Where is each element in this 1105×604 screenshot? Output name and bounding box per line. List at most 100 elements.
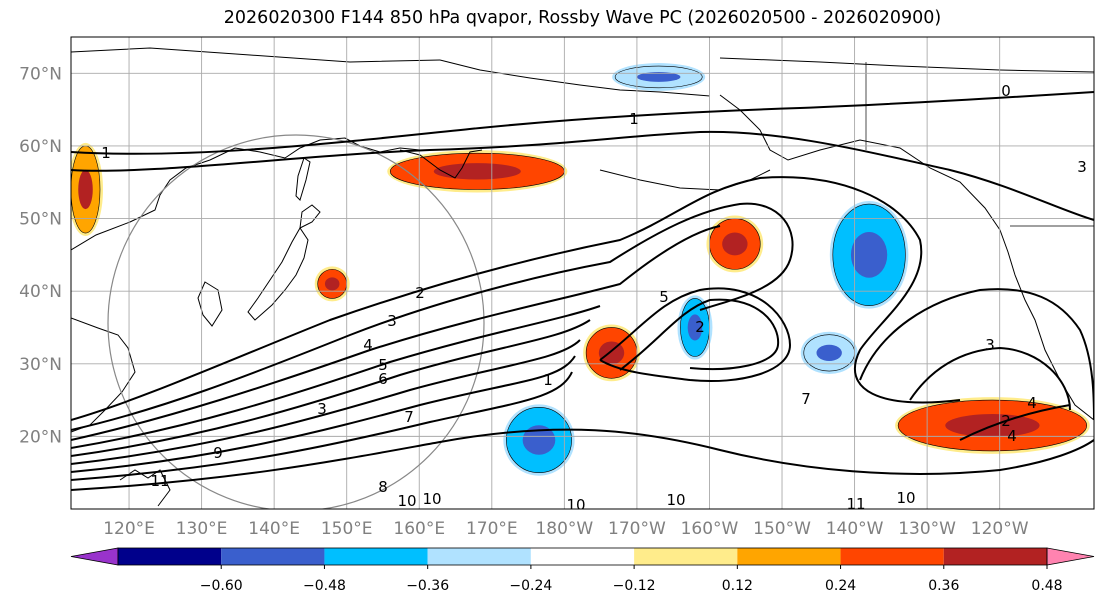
contour-label: 2 bbox=[695, 318, 705, 336]
coastline-hokkaido bbox=[299, 204, 321, 229]
contour-label: 2 bbox=[415, 284, 425, 302]
contour-label: 1 bbox=[629, 110, 639, 128]
lat-tick-label: 60°N bbox=[19, 137, 62, 157]
colorbar-extend-low bbox=[70, 547, 119, 566]
contour-label: 3 bbox=[317, 400, 327, 418]
lon-tick-label: 170°E bbox=[466, 519, 518, 539]
shaded-region-core bbox=[816, 344, 842, 362]
contour-label: 1 bbox=[543, 371, 553, 389]
contour-line bbox=[71, 176, 961, 421]
contour-label: 5 bbox=[378, 356, 388, 374]
colorbar-segment bbox=[943, 548, 1047, 565]
colorbar-tick-label: −0.12 bbox=[613, 578, 656, 594]
coastline-kamchatka bbox=[399, 149, 483, 179]
colorbar-tick-label: 0.12 bbox=[722, 578, 753, 594]
contour-label: 6 bbox=[378, 370, 388, 388]
lat-tick-label: 40°N bbox=[19, 282, 62, 302]
contour-label: 2 bbox=[1001, 412, 1011, 430]
contour-label: 4 bbox=[1027, 394, 1037, 412]
contour-label: 4 bbox=[363, 336, 373, 354]
colorbar-tick-label: −0.60 bbox=[200, 578, 243, 594]
shaded-region-core bbox=[722, 232, 748, 256]
lat-tick-label: 50°N bbox=[19, 210, 62, 230]
contour-line bbox=[959, 404, 1071, 441]
contour-label: 10 bbox=[666, 491, 685, 509]
contour-line bbox=[859, 288, 1094, 421]
rossby-wave-circle bbox=[107, 134, 485, 509]
contour-line bbox=[619, 298, 780, 371]
colorbar-tick-label: −0.24 bbox=[509, 578, 552, 594]
contour-line bbox=[71, 202, 794, 431]
contour-line bbox=[909, 346, 1071, 411]
coastline-japan bbox=[247, 227, 309, 321]
lon-tick-label: 140°E bbox=[248, 519, 300, 539]
lon-tick-label: 160°W bbox=[681, 519, 739, 539]
lon-labels: 120°E 130°E 140°E 150°E 160°E 170°E 180°W 170°W… bbox=[103, 519, 1029, 539]
coastlines bbox=[71, 47, 1094, 507]
lon-tick-label: 130°E bbox=[176, 519, 228, 539]
colorbar-segment bbox=[634, 548, 738, 565]
contour-label: 10 bbox=[422, 490, 441, 508]
lon-tick-label: 180°W bbox=[535, 519, 593, 539]
contour-label: 11 bbox=[150, 472, 169, 490]
contour-line bbox=[71, 355, 576, 473]
contour-label: 10 bbox=[566, 496, 585, 514]
gridlines bbox=[71, 37, 1094, 509]
colorbar-segment bbox=[737, 548, 841, 565]
lat-labels: 20°N 30°N 40°N 50°N 60°N 70°N bbox=[19, 64, 62, 447]
colorbar: −0.60 −0.48 −0.36 −0.24 −0.12 0.12 0.24 0.36 0.4… bbox=[70, 547, 1095, 594]
colorbar-segment bbox=[118, 548, 222, 565]
contour-line bbox=[71, 371, 573, 481]
lat-tick-label: 30°N bbox=[19, 355, 62, 375]
shaded-region-core bbox=[78, 169, 93, 210]
contour-line bbox=[71, 91, 1094, 155]
contour-label: 3 bbox=[985, 336, 995, 354]
lon-tick-label: 120°W bbox=[971, 519, 1029, 539]
shaded-region-core bbox=[433, 163, 521, 180]
shaded-region-core bbox=[522, 425, 556, 455]
lon-tick-label: 150°E bbox=[321, 519, 373, 539]
contour-label: 3 bbox=[387, 312, 397, 330]
lon-tick-label: 150°W bbox=[753, 519, 811, 539]
colorbar-tick-label: 0.24 bbox=[825, 578, 856, 594]
colorbar-tick-label: −0.48 bbox=[303, 578, 346, 594]
contour-line bbox=[71, 305, 601, 449]
shaded-region-core bbox=[850, 231, 888, 278]
coastline-arctic-canada bbox=[719, 57, 1094, 73]
colorbar-tick-label: 0.36 bbox=[928, 578, 959, 594]
coastline-aleutians bbox=[599, 169, 771, 191]
coastline-china bbox=[71, 317, 136, 433]
contour-line bbox=[599, 287, 792, 383]
colorbar-segment bbox=[840, 548, 944, 565]
contour-label: 4 bbox=[1007, 427, 1017, 445]
lon-tick-label: 140°W bbox=[826, 519, 884, 539]
coastline-north-america-west bbox=[999, 229, 1094, 421]
colorbar-tick-label: 0.48 bbox=[1031, 578, 1062, 594]
contour-label: 7 bbox=[404, 408, 414, 426]
shaded-region-core bbox=[687, 314, 703, 341]
contour-label: 0 bbox=[1001, 82, 1011, 100]
shaded-region-core bbox=[324, 277, 340, 291]
contour-label: 1 bbox=[101, 144, 111, 162]
contour-line bbox=[71, 225, 721, 441]
colorbar-segment bbox=[530, 548, 635, 565]
contour-line bbox=[71, 428, 1094, 491]
colorbar-segment bbox=[324, 548, 428, 565]
shaded-region-core bbox=[598, 341, 625, 365]
contour-lines bbox=[71, 91, 1094, 491]
contour-label: 5 bbox=[659, 288, 669, 306]
chart-title: 2026020300 F144 850 hPa qvapor, Rossby W… bbox=[223, 8, 942, 28]
shaded-region-core bbox=[636, 72, 681, 82]
coastline-chukotka bbox=[439, 59, 711, 97]
contour-label: 7 bbox=[801, 390, 811, 408]
lon-tick-label: 130°W bbox=[898, 519, 956, 539]
coastline-asia-east bbox=[71, 137, 421, 251]
coastline-arctic bbox=[71, 47, 441, 63]
lat-tick-label: 70°N bbox=[19, 64, 62, 84]
contour-label: 8 bbox=[378, 478, 388, 496]
contour-label: 9 bbox=[213, 444, 223, 462]
contour-label: 3 bbox=[1077, 158, 1087, 176]
contour-line bbox=[71, 319, 591, 457]
